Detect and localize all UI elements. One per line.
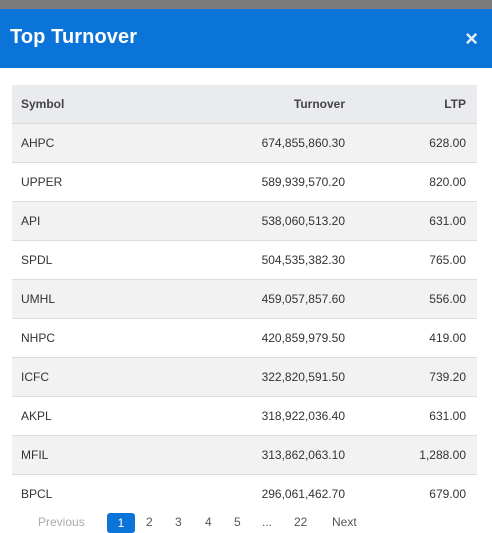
table-row[interactable]: ICFC 322,820,591.50 739.20 xyxy=(12,357,477,397)
table-row[interactable]: MFIL 313,862,063.10 1,288.00 xyxy=(12,435,477,475)
table-row[interactable]: BPCL 296,061,462.70 679.00 xyxy=(12,474,477,513)
pagination-page[interactable]: 5 xyxy=(234,515,241,529)
cell-turnover: 322,820,591.50 xyxy=(181,357,345,397)
cell-symbol: BPCL xyxy=(12,474,181,513)
close-icon[interactable]: × xyxy=(465,26,478,51)
pagination-page-active[interactable]: 1 xyxy=(107,513,135,533)
modal-header: Top Turnover × xyxy=(0,9,492,68)
cell-symbol: AHPC xyxy=(12,123,181,163)
pagination-next[interactable]: Next xyxy=(332,515,357,529)
pagination-ellipsis: ... xyxy=(262,515,273,529)
cell-ltp: 820.00 xyxy=(345,162,477,202)
table-row[interactable]: UMHL 459,057,857.60 556.00 xyxy=(12,279,477,319)
table-row[interactable]: AHPC 674,855,860.30 628.00 xyxy=(12,123,477,163)
cell-turnover: 420,859,979.50 xyxy=(181,318,345,358)
pagination-previous[interactable]: Previous xyxy=(38,515,85,529)
pagination-page[interactable]: 2 xyxy=(146,515,153,529)
cell-symbol: UMHL xyxy=(12,279,181,319)
cell-ltp: 419.00 xyxy=(345,318,477,358)
cell-turnover: 313,862,063.10 xyxy=(181,435,345,475)
cell-symbol: UPPER xyxy=(12,162,181,202)
cell-turnover: 296,061,462.70 xyxy=(181,474,345,513)
turnover-table-container: Symbol Turnover LTP AHPC 674,855,860.30 … xyxy=(12,85,477,513)
cell-ltp: 679.00 xyxy=(345,474,477,513)
cell-turnover: 459,057,857.60 xyxy=(181,279,345,319)
cell-ltp: 556.00 xyxy=(345,279,477,319)
cell-ltp: 628.00 xyxy=(345,123,477,163)
cell-turnover: 504,535,382.30 xyxy=(181,240,345,280)
pagination: Previous 1 2 3 4 5 ... 22 Next xyxy=(0,512,492,533)
cell-symbol: NHPC xyxy=(12,318,181,358)
table-row[interactable]: NHPC 420,859,979.50 419.00 xyxy=(12,318,477,358)
column-header-ltp[interactable]: LTP xyxy=(345,85,477,124)
table-row[interactable]: AKPL 318,922,036.40 631.00 xyxy=(12,396,477,436)
table-row[interactable]: API 538,060,513.20 631.00 xyxy=(12,201,477,241)
cell-turnover: 674,855,860.30 xyxy=(181,123,345,163)
cell-ltp: 1,288.00 xyxy=(345,435,477,475)
column-header-symbol[interactable]: Symbol xyxy=(12,85,181,124)
cell-symbol: MFIL xyxy=(12,435,181,475)
column-header-turnover[interactable]: Turnover xyxy=(181,85,345,124)
cell-symbol: ICFC xyxy=(12,357,181,397)
backdrop-strip xyxy=(0,0,492,9)
table-header-row: Symbol Turnover LTP xyxy=(12,85,477,124)
table-row[interactable]: SPDL 504,535,382.30 765.00 xyxy=(12,240,477,280)
cell-symbol: API xyxy=(12,201,181,241)
cell-turnover: 538,060,513.20 xyxy=(181,201,345,241)
turnover-table: Symbol Turnover LTP AHPC 674,855,860.30 … xyxy=(12,85,477,513)
cell-ltp: 631.00 xyxy=(345,396,477,436)
cell-turnover: 589,939,570.20 xyxy=(181,162,345,202)
pagination-page[interactable]: 4 xyxy=(205,515,212,529)
pagination-page[interactable]: 3 xyxy=(175,515,182,529)
cell-turnover: 318,922,036.40 xyxy=(181,396,345,436)
cell-ltp: 631.00 xyxy=(345,201,477,241)
pagination-page[interactable]: 22 xyxy=(294,515,308,529)
table-row[interactable]: UPPER 589,939,570.20 820.00 xyxy=(12,162,477,202)
cell-ltp: 739.20 xyxy=(345,357,477,397)
modal-title: Top Turnover xyxy=(10,26,138,48)
cell-symbol: SPDL xyxy=(12,240,181,280)
cell-ltp: 765.00 xyxy=(345,240,477,280)
cell-symbol: AKPL xyxy=(12,396,181,436)
